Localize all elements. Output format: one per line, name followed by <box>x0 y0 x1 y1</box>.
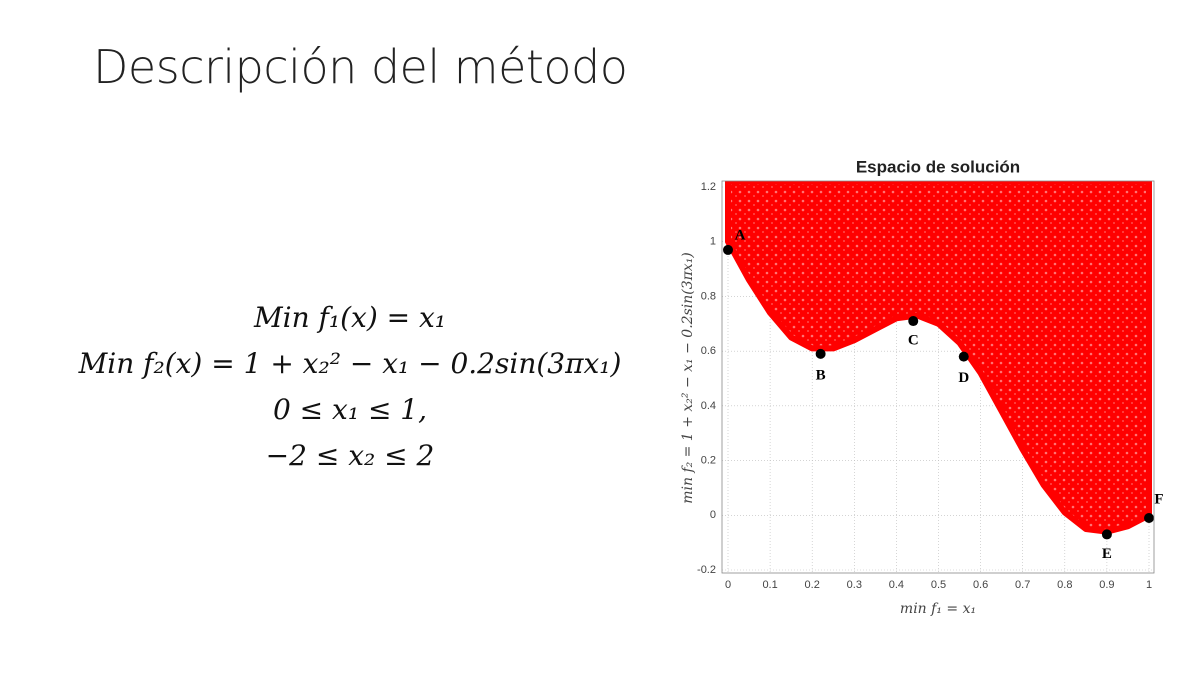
x-axis-label: min f₁ = x₁ <box>900 601 976 617</box>
x-tick-label: 0.4 <box>889 579 904 591</box>
point <box>723 244 733 255</box>
point-label: E <box>1102 546 1112 562</box>
plot-clip <box>725 181 1152 535</box>
point <box>1144 513 1154 524</box>
y-tick-label: 0.8 <box>701 290 716 302</box>
equations: Min f₁(x) = x₁ Min f₂(x) = 1 + x₂² − x₁ −… <box>30 295 670 479</box>
y-axis-label: min f₂ = 1 + x₂² − x₁ − 0.2sin(3πx₁) <box>680 252 696 504</box>
point <box>958 351 969 362</box>
equation: Min f₂(x) = 1 + x₂² − x₁ − 0.2sin(3πx₁) <box>78 347 622 380</box>
x-tick-label: 0.5 <box>931 579 946 591</box>
x-tick-label: 0.6 <box>973 579 988 591</box>
y-tick-label: 0.4 <box>701 400 716 412</box>
point <box>1101 529 1112 540</box>
y-tick-label: 1.2 <box>701 181 716 193</box>
point-label: D <box>958 370 969 386</box>
equation: −2 ≤ x₂ ≤ 2 <box>265 439 435 472</box>
x-tick-label: 0.9 <box>1099 579 1114 591</box>
point-label: B <box>816 367 826 383</box>
y-tick-label: -0.2 <box>697 564 716 576</box>
y-tick-label: 0 <box>710 509 716 521</box>
x-tick-label: 0 <box>725 579 731 591</box>
solution-region <box>725 181 1152 535</box>
point <box>815 348 826 359</box>
equation: 0 ≤ x₁ ≤ 1, <box>272 393 428 426</box>
point <box>908 316 919 327</box>
x-tick-label: 0.3 <box>847 579 862 591</box>
x-tick-label: 1 <box>1146 579 1152 591</box>
point-label: F <box>1154 491 1163 507</box>
equation: Min f₁(x) = x₁ <box>253 301 447 334</box>
y-tick-label: 1 <box>710 236 716 248</box>
y-tick-label: 0.2 <box>701 454 716 466</box>
slide-title: Descripción del método <box>93 40 628 94</box>
x-tick-label: 0.7 <box>1015 579 1030 591</box>
x-tick-label: 0.1 <box>762 579 777 591</box>
chart-title: Espacio de solución <box>856 157 1020 176</box>
y-tick-label: 0.6 <box>701 345 716 357</box>
x-tick-label: 0.8 <box>1057 579 1072 591</box>
x-tick-label: 0.2 <box>805 579 820 591</box>
point-label: A <box>735 227 746 243</box>
point-label: C <box>908 332 919 348</box>
plot-frame <box>721 180 1155 574</box>
